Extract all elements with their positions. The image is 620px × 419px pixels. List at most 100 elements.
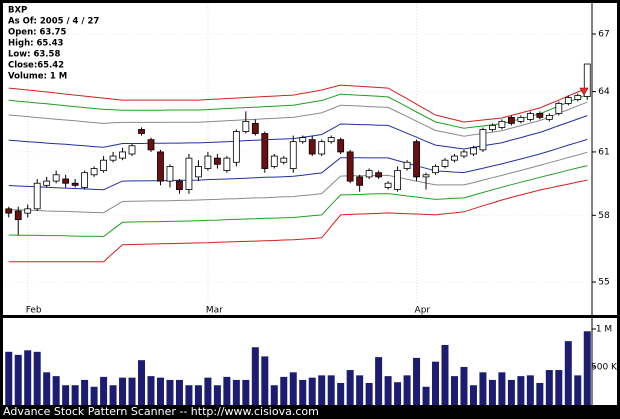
candle-body — [526, 112, 534, 120]
envelope-line — [8, 84, 588, 123]
candle-body — [318, 141, 326, 155]
candle-body — [71, 182, 79, 186]
envelope-line — [8, 115, 588, 150]
candle-body — [166, 166, 174, 182]
info-line: Close:65.42 — [8, 61, 64, 71]
candle-body — [185, 157, 193, 190]
volume-bar — [583, 331, 591, 405]
candle-body — [441, 159, 449, 167]
volume-bar — [232, 379, 240, 405]
candle-body — [81, 172, 89, 188]
candle-body — [138, 129, 145, 134]
volume-bar — [555, 370, 563, 405]
candle-body — [583, 63, 591, 97]
candle-body — [564, 97, 572, 104]
candle-body — [308, 139, 316, 155]
candle-body — [204, 155, 212, 169]
volume-bar — [574, 375, 582, 405]
price-panel — [3, 3, 617, 315]
envelope-line — [8, 179, 588, 263]
candle-body — [403, 161, 411, 169]
volume-bar — [488, 379, 496, 405]
volume-bar — [14, 354, 22, 405]
volume-bar — [62, 385, 70, 405]
volume-bar — [5, 351, 13, 405]
volume-bar — [441, 344, 449, 405]
y-tick-label: 67 — [598, 30, 609, 40]
volume-bar — [450, 376, 458, 405]
candle-body — [100, 159, 107, 172]
volume-bar — [403, 375, 411, 405]
candle-body — [242, 120, 250, 132]
candle-body — [213, 157, 221, 165]
candles-layer — [5, 63, 591, 235]
x-tick-label: Feb — [26, 306, 42, 316]
volume-bar — [43, 372, 51, 405]
volume-bar — [507, 379, 515, 405]
candle-body — [232, 131, 240, 163]
footer: Advance Stock Pattern Scanner -- http://… — [3, 405, 319, 418]
info-line: As Of: 2005 / 4 / 27 — [8, 17, 99, 27]
candle-body — [507, 116, 515, 124]
volume-bar — [119, 377, 127, 405]
candle-body — [470, 147, 477, 155]
candle-body — [460, 151, 468, 157]
volume-bar — [422, 386, 430, 405]
info-line: Volume: 1 M — [8, 72, 67, 82]
info-line: High: 65.43 — [8, 39, 63, 49]
candle-body — [52, 174, 60, 182]
volume-bar — [24, 350, 32, 405]
volume-bar — [327, 375, 335, 405]
candle-body — [413, 141, 420, 178]
volume-tick-label: 500 K — [591, 363, 618, 373]
candle-body — [62, 178, 70, 184]
volume-bar — [185, 385, 193, 405]
volume-bar — [166, 379, 174, 405]
candle-body — [498, 120, 506, 128]
volume-bar — [242, 379, 250, 405]
candle-body — [270, 155, 278, 167]
volume-bar — [526, 375, 534, 405]
volume-bar — [138, 360, 146, 405]
volume-bar — [194, 385, 202, 405]
volume-bar — [479, 372, 487, 405]
candle-body — [536, 112, 544, 118]
volume-bar — [33, 351, 41, 405]
candle-body — [14, 210, 22, 221]
volume-bar — [564, 341, 572, 405]
candle-body — [432, 166, 439, 174]
volume-bar — [251, 347, 259, 405]
candle-body — [555, 103, 563, 114]
volume-bar — [213, 385, 221, 405]
candle-body — [365, 170, 373, 178]
volume-bar — [71, 385, 79, 405]
info-line: Low: 63.58 — [8, 50, 60, 60]
candle-body — [157, 151, 164, 182]
candle-body — [261, 133, 269, 169]
y-tick-label: 55 — [598, 278, 609, 288]
candle-body — [43, 180, 51, 186]
volume-bar — [365, 382, 373, 405]
volume-bar — [375, 357, 383, 405]
envelope-line — [8, 93, 588, 129]
volume-bar — [308, 377, 316, 405]
envelope-line — [8, 165, 588, 238]
volume-bar — [52, 376, 60, 405]
candle-body — [422, 174, 430, 178]
y-tick-label: 61 — [598, 147, 609, 157]
candle-body — [346, 151, 354, 182]
candle-body — [33, 182, 41, 210]
bands-layer — [8, 84, 588, 263]
candle-body — [5, 208, 13, 214]
candle-body — [545, 114, 553, 120]
candle-body — [251, 123, 259, 134]
info-line: BXP — [8, 6, 27, 16]
candle-body — [375, 172, 383, 178]
volume-bar — [81, 379, 89, 405]
grid-layer — [4, 4, 596, 368]
volume-bar — [261, 356, 269, 405]
volume-bar — [394, 382, 402, 405]
volume-tick-label: 1 M — [596, 325, 612, 335]
